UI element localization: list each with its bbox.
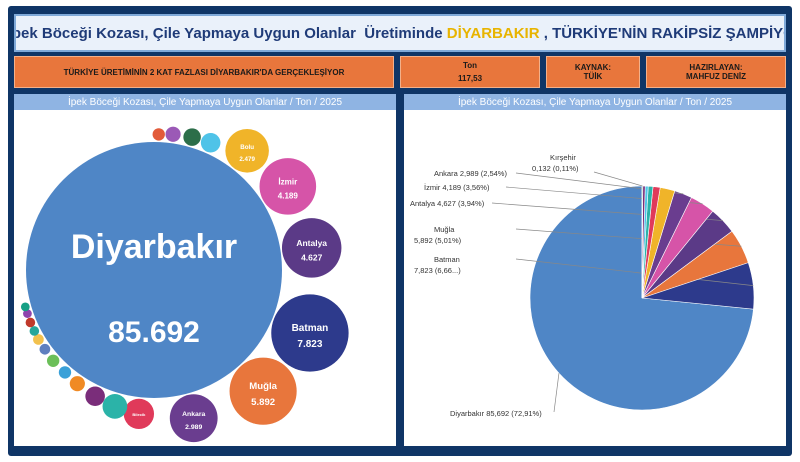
bubble-name: İzmir — [278, 177, 298, 186]
bubble-mugla: Muğla 5.892 — [229, 357, 297, 425]
pie-chart: Diyarbakır 85,692 (72,91%) Batman 7,823 (6… — [410, 153, 755, 418]
pie-panel-title: İpek Böceği Kozası, Çile Yapmaya Uygun O… — [404, 94, 786, 110]
slice-batman: Batman 7,823 (6,66...) — [414, 255, 755, 310]
slice-label: Ankara 2,989 (2,54%) — [434, 169, 507, 178]
bubble-name: Bilecik — [132, 412, 146, 417]
bubble-item-13 — [165, 126, 181, 142]
bubble-diyarbakir: Diyarbakır 85.692 — [26, 142, 282, 398]
bubble-name: Ankara — [182, 411, 205, 418]
bubble-value: 5.892 — [251, 397, 275, 408]
bubble-circle — [25, 317, 36, 328]
bubble-circle — [39, 343, 51, 355]
bubble-antalya: Antalya 4.627 — [281, 218, 342, 278]
bubble-item-8 — [102, 394, 128, 419]
bubble-circle — [169, 394, 218, 443]
bubble-item-12 — [69, 376, 85, 392]
kpi-banner: TÜRKİYE ÜRETİMİNİN 2 KAT FAZLASI DİYARBA… — [14, 56, 394, 88]
kpi-ton-value: 117,53 — [457, 74, 483, 83]
bubble-name: Diyarbakır — [71, 228, 237, 266]
title-text-before: İpek Böceği Kozası, Çile Yapmaya Uygun O… — [14, 24, 447, 42]
slice-leader-line — [593, 171, 643, 187]
kpi-author-card: HAZIRLAYAN: MAHFUZ DENİZ — [646, 56, 786, 88]
bubble-value: 2.479 — [239, 156, 255, 163]
slice-label: Batman — [434, 255, 460, 264]
bubble-circle — [26, 142, 282, 398]
bubble-circle — [152, 128, 165, 141]
bubble-circle — [33, 334, 44, 345]
bubble-item-19 — [29, 326, 40, 336]
bubble-circle — [20, 302, 30, 312]
slice-label: Muğla — [434, 225, 455, 234]
bubble-item-15 — [46, 354, 60, 367]
kpi-source-card: KAYNAK: TÜİK — [546, 56, 640, 88]
slice-leader-line — [515, 258, 754, 286]
bubble-circle — [69, 376, 85, 392]
pie-panel: İpek Böceği Kozası, Çile Yapmaya Uygun O… — [404, 94, 786, 446]
slice-label-value: 5,892 (5,01%) — [414, 236, 462, 245]
bubble-name: Antalya — [296, 238, 327, 248]
bubble-item-22 — [20, 302, 30, 312]
bubble-name: Muğla — [249, 381, 277, 392]
bubble-circle — [29, 326, 40, 336]
bubble-value: 2.989 — [185, 424, 202, 431]
bubble-item-20 — [25, 317, 36, 328]
bubble-chart: Diyarbakır 85.692 Batman 7.823 Muğla 5.892 Ant… — [20, 126, 349, 443]
slice-label: Kırşehir — [550, 153, 576, 162]
kpi-ton-card: Ton 117,53 — [400, 56, 540, 88]
title-city: DİYARBAKIR — [446, 24, 540, 42]
slice-label-value: 7,823 (6,66...) — [414, 266, 461, 275]
bubble-item-17 — [39, 343, 51, 355]
bubble-value: 4.189 — [278, 191, 299, 200]
bubble-item-9 — [200, 132, 221, 153]
kpi-banner-text: TÜRKİYE ÜRETİMİNİN 2 KAT FAZLASI DİYARBA… — [63, 67, 345, 77]
bubble-circle — [225, 129, 269, 173]
bubble-bilecik: Bilecik — [123, 398, 155, 430]
bubble-circle — [200, 132, 221, 153]
kpi-source-label: KAYNAK: — [574, 63, 612, 72]
bubble-circle — [271, 294, 349, 372]
kpi-author-label: HAZIRLAYAN: — [689, 63, 743, 72]
kpi-source-value: TÜİK — [583, 72, 603, 81]
bubble-value: 7.823 — [297, 339, 322, 350]
bubble-item-21 — [23, 309, 32, 318]
bubble-circle — [85, 386, 105, 407]
bubble-name: Bolu — [240, 144, 254, 151]
bubble-panel: İpek Böceği Kozası, Çile Yapmaya Uygun O… — [14, 94, 396, 446]
bubble-circle — [23, 309, 32, 318]
bubble-item-14 — [58, 366, 72, 379]
bubble-bolu: Bolu 2.479 — [225, 129, 269, 173]
bubble-circle — [102, 394, 128, 419]
bubble-item-11 — [183, 128, 201, 146]
slice-mugla: Muğla 5,892 (5,01%) — [414, 225, 749, 299]
bubble-value: 85.692 — [108, 316, 200, 349]
bubble-batman: Batman 7.823 — [271, 294, 349, 372]
title-text-after: , TÜRKİYE'NİN RAKİPSİZ ŞAMPİYONU!.. — [543, 24, 784, 42]
slice-label-value: 0,132 (0,11%) — [532, 164, 579, 173]
bubble-panel-title: İpek Böceği Kozası, Çile Yapmaya Uygun O… — [14, 94, 396, 110]
slice-leader-line — [553, 373, 560, 413]
slice-label: İzmir 4,189 (3,56%) — [424, 183, 490, 192]
bubble-circle — [229, 357, 297, 425]
bubble-circle — [123, 398, 155, 430]
bubble-circle — [58, 366, 72, 379]
kpi-ton-label: Ton — [462, 61, 478, 70]
bubble-value: 4.627 — [301, 252, 323, 262]
slice-kirsehir: Kırşehir 0,132 (0,11%) — [532, 153, 644, 299]
bubble-item-10 — [85, 386, 105, 407]
dashboard-title: 2025 İpek Böceği Kozası, Çile Yapmaya Uy… — [14, 14, 786, 52]
slice-label: Diyarbakır 85,692 (72,91%) — [450, 409, 542, 418]
bubble-circle — [259, 158, 317, 215]
bubble-circle — [281, 218, 342, 278]
bubble-circle — [165, 126, 181, 142]
bubble-item-18 — [33, 334, 44, 345]
bubble-izmir: İzmir 4.189 — [259, 158, 317, 215]
bubble-name: Batman — [292, 323, 329, 334]
bubble-circle — [46, 354, 60, 367]
bubble-item-16 — [152, 128, 165, 141]
kpi-author-value: MAHFUZ DENİZ — [686, 72, 746, 81]
bubble-circle — [183, 128, 201, 146]
slice-label: Antalya 4,627 (3,94%) — [410, 199, 485, 208]
bubble-ankara: Ankara 2.989 — [169, 394, 218, 443]
